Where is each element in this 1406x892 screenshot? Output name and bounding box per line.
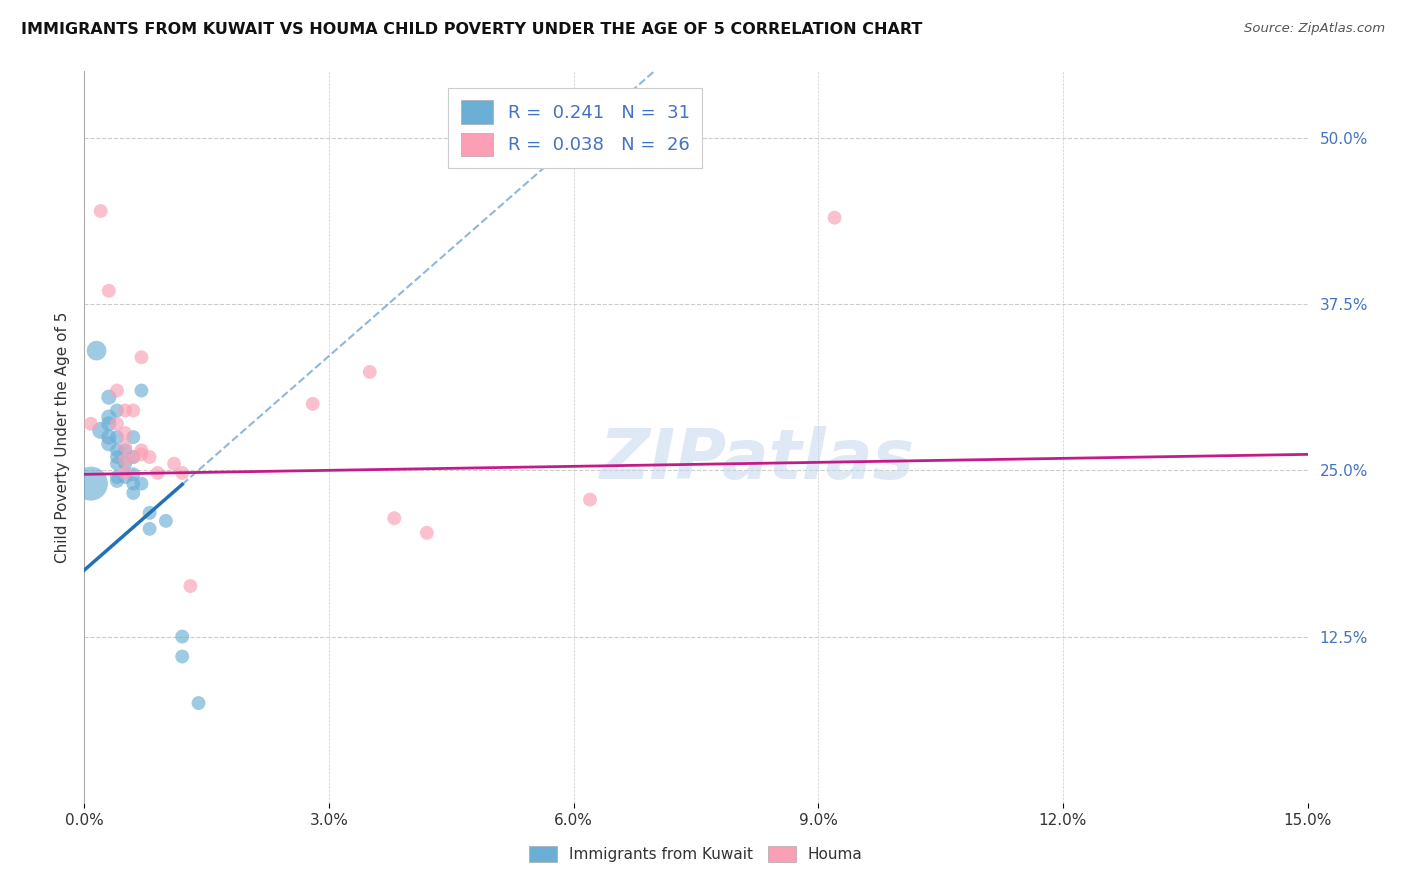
Point [179, 579, 201, 593]
Point [105, 457, 128, 471]
Point [114, 426, 136, 441]
Point [105, 384, 128, 398]
Point [131, 476, 153, 491]
Point [114, 466, 136, 480]
Point [122, 467, 145, 482]
Point [90, 424, 112, 438]
Point [131, 351, 153, 365]
Point [122, 476, 145, 491]
Point [105, 403, 128, 417]
Point [122, 403, 145, 417]
Point [114, 439, 136, 453]
Point [146, 466, 169, 480]
Point [90, 204, 112, 219]
Text: IMMIGRANTS FROM KUWAIT VS HOUMA CHILD POVERTY UNDER THE AGE OF 5 CORRELATION CHA: IMMIGRANTS FROM KUWAIT VS HOUMA CHILD PO… [21, 22, 922, 37]
Point [416, 525, 439, 540]
Point [97, 430, 120, 444]
Point [105, 474, 128, 488]
Point [579, 492, 602, 507]
Point [114, 443, 136, 458]
Text: ZIPatlas: ZIPatlas [599, 425, 915, 492]
Point [138, 450, 160, 464]
Point [86, 343, 108, 358]
Point [80, 476, 103, 491]
Point [824, 211, 846, 225]
Point [105, 443, 128, 458]
Point [131, 443, 153, 458]
Legend: Immigrants from Kuwait, Houma: Immigrants from Kuwait, Houma [523, 840, 869, 868]
Point [172, 466, 194, 480]
Text: Source: ZipAtlas.com: Source: ZipAtlas.com [1244, 22, 1385, 36]
Point [105, 450, 128, 464]
Point [122, 450, 145, 464]
Point [138, 522, 160, 536]
Point [97, 284, 120, 298]
Point [114, 457, 136, 471]
Y-axis label: Child Poverty Under the Age of 5: Child Poverty Under the Age of 5 [55, 311, 70, 563]
Point [172, 649, 194, 664]
Point [131, 447, 153, 461]
Point [105, 470, 128, 484]
Point [359, 365, 381, 379]
Point [97, 390, 120, 404]
Point [122, 450, 145, 464]
Point [301, 397, 323, 411]
Point [114, 403, 136, 417]
Point [138, 506, 160, 520]
Point [131, 384, 153, 398]
Point [97, 410, 120, 425]
Point [122, 430, 145, 444]
Point [80, 417, 103, 431]
Point [187, 696, 209, 710]
Point [172, 630, 194, 644]
Point [97, 417, 120, 431]
Point [114, 452, 136, 467]
Point [382, 511, 405, 525]
Point [114, 470, 136, 484]
Point [155, 514, 177, 528]
Point [105, 417, 128, 431]
Point [97, 436, 120, 450]
Point [105, 430, 128, 444]
Point [122, 486, 145, 500]
Point [163, 457, 186, 471]
